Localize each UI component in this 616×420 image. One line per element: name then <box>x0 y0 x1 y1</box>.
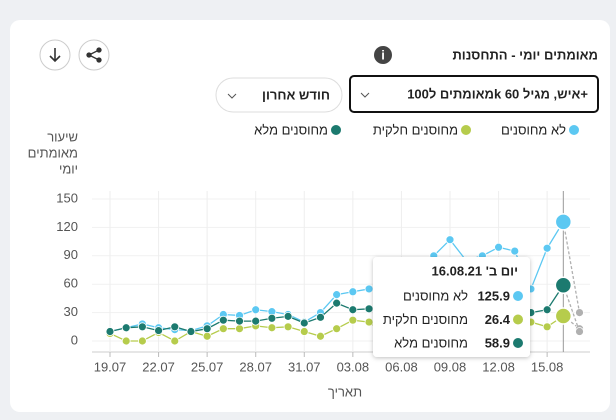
svg-text:i: i <box>381 47 385 62</box>
data-point <box>105 327 115 336</box>
legend-label: לא מחוסנים <box>501 122 566 137</box>
data-point <box>348 287 358 297</box>
data-point <box>316 312 325 322</box>
legend-label: מחוסנים מלא <box>254 122 328 137</box>
data-point <box>251 305 261 315</box>
period-dropdown[interactable] <box>215 77 343 113</box>
tooltip-value: 125.9 <box>477 288 510 303</box>
data-point <box>554 307 573 325</box>
data-point <box>348 305 358 315</box>
share-button[interactable] <box>78 39 110 71</box>
y-tick-label: 90 <box>64 247 78 262</box>
data-point <box>267 323 277 333</box>
data-point <box>542 305 552 315</box>
chart-title: מאומתים יומי - התחסנות <box>452 47 598 62</box>
x-tick-label: 12.08 <box>482 359 515 374</box>
data-point <box>542 243 552 253</box>
info-icon[interactable] <box>374 46 392 64</box>
legend-marker <box>331 125 341 135</box>
tooltip-value: 58.9 <box>485 335 510 350</box>
data-point <box>235 316 244 326</box>
x-tick-label: 09.08 <box>434 359 467 374</box>
data-point <box>137 322 147 332</box>
data-point <box>154 326 163 335</box>
data-point <box>575 327 584 336</box>
incomplete-line <box>562 285 581 332</box>
data-point <box>202 324 212 334</box>
data-point <box>332 324 342 334</box>
x-tick-label: 22.07 <box>142 359 175 374</box>
data-point <box>218 315 228 325</box>
data-point <box>137 336 147 346</box>
tooltip-label: מחוסנים חלקית <box>383 312 468 327</box>
measure-select: מאומתים ל100k איש, מגיל 60+ <box>407 86 588 101</box>
x-tick-label: 28.07 <box>239 359 272 374</box>
incomplete-line <box>562 221 581 313</box>
x-axis-label: תאריך <box>328 384 362 399</box>
data-point <box>202 331 212 341</box>
data-point <box>542 322 552 332</box>
y-tick-label: 120 <box>56 219 78 234</box>
y-tick-label: 30 <box>64 304 78 319</box>
data-point <box>445 235 455 245</box>
data-point <box>267 313 277 323</box>
data-point <box>494 242 503 252</box>
data-point <box>283 322 293 332</box>
data-point <box>510 246 520 256</box>
data-point <box>554 213 573 231</box>
tooltip <box>373 257 530 357</box>
tooltip-marker <box>513 314 523 325</box>
data-point <box>554 276 573 294</box>
tooltip-marker <box>513 291 523 301</box>
x-tick-label: 19.07 <box>94 359 127 374</box>
y-axis-label: שיעור <box>47 129 78 144</box>
measure-dropdown[interactable] <box>349 75 599 113</box>
data-point <box>186 327 196 336</box>
data-point <box>299 318 309 328</box>
data-point <box>316 331 325 341</box>
data-point <box>235 324 244 334</box>
data-point <box>121 336 131 346</box>
x-tick-label: 25.07 <box>191 359 224 374</box>
y-tick-label: 60 <box>64 276 78 291</box>
data-point <box>299 327 309 336</box>
data-point <box>364 284 374 294</box>
x-tick-label: 06.08 <box>385 359 418 374</box>
tooltip-label: לא מחוסנים <box>403 288 468 303</box>
y-axis-label: יומי <box>59 161 78 176</box>
x-tick-label: 15.08 <box>531 359 564 374</box>
data-point <box>170 336 180 346</box>
data-point <box>283 311 293 321</box>
data-point <box>121 323 131 333</box>
tooltip-value: 26.4 <box>485 312 511 327</box>
legend-label: מחוסנים חלקית <box>373 122 458 137</box>
data-point <box>170 322 180 332</box>
x-tick-label: 03.08 <box>337 359 370 374</box>
data-point <box>332 298 342 308</box>
legend-marker <box>569 125 579 135</box>
y-tick-label: 0 <box>71 332 78 347</box>
data-point <box>348 315 358 325</box>
data-point <box>218 324 228 334</box>
data-point <box>364 317 374 327</box>
data-point <box>364 304 374 314</box>
data-point <box>332 290 342 300</box>
y-tick-label: 150 <box>56 190 78 205</box>
x-tick-label: 31.07 <box>288 359 321 374</box>
tooltip-title: יום ב' 16.08.21 <box>432 263 518 278</box>
tooltip-marker <box>513 338 523 348</box>
data-point <box>251 316 261 326</box>
legend-marker <box>461 125 471 135</box>
y-axis-label: מאומתים <box>28 145 78 160</box>
tooltip-label: מחוסנים מלא <box>394 335 468 350</box>
data-point <box>575 308 584 318</box>
period-select: חודש אחרון <box>262 87 330 102</box>
